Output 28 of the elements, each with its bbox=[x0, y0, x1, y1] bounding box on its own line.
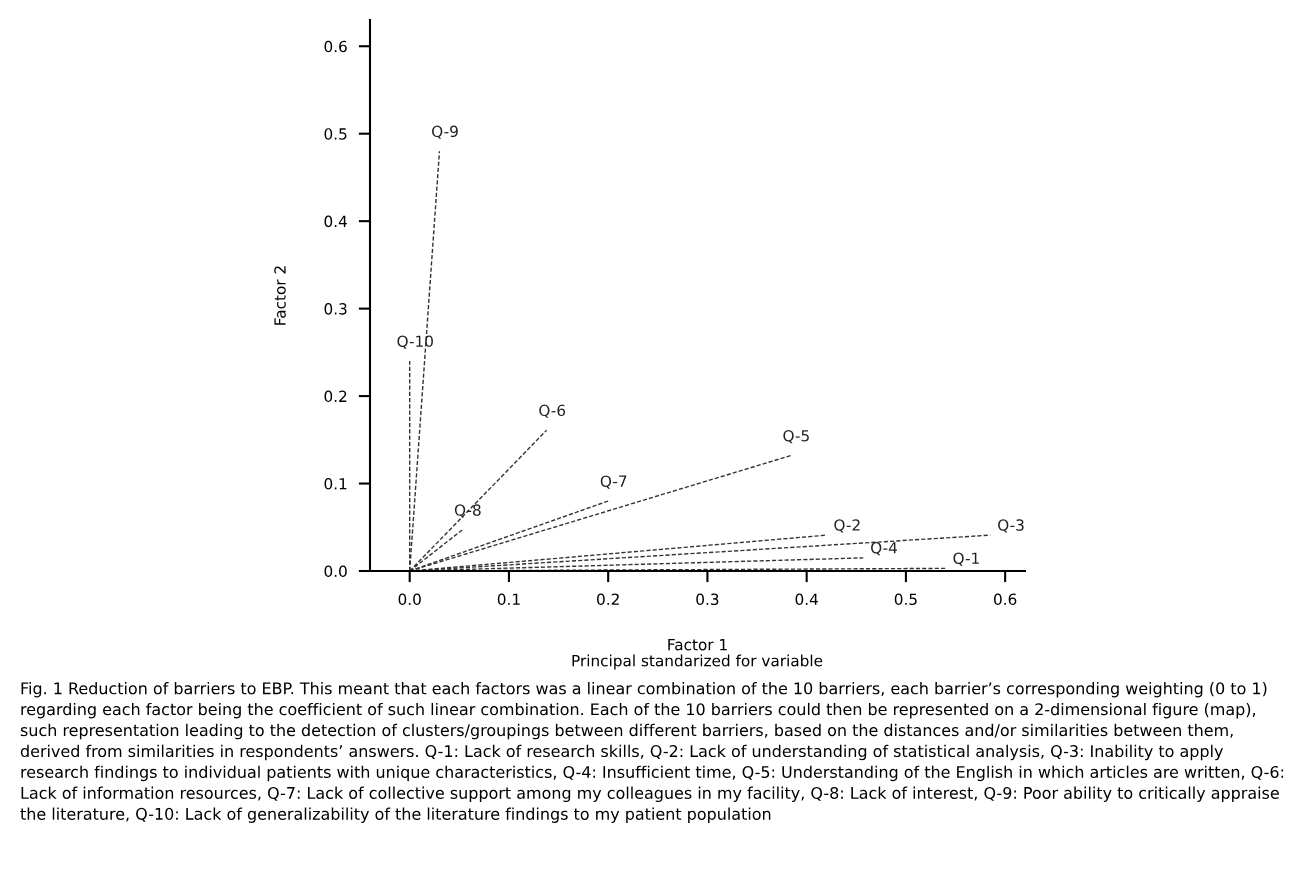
x-tick-label: 0.3 bbox=[696, 593, 719, 606]
series-label: Q-2 bbox=[834, 519, 860, 533]
text: Principal standarized for variable bbox=[572, 654, 823, 670]
x-tick-label: 0.6 bbox=[994, 593, 1017, 606]
series-label: Q-6 bbox=[539, 404, 566, 418]
series-label: Q-9 bbox=[432, 125, 458, 139]
series-label: Q-10 bbox=[397, 335, 433, 349]
series-label: Q-5 bbox=[783, 429, 809, 444]
y-tick-label: 0.3 bbox=[324, 303, 347, 315]
x-axis-title: Factor 1 bbox=[668, 639, 727, 651]
x-tick-label: 0.0 bbox=[398, 593, 421, 606]
series-label: Q-7 bbox=[600, 475, 627, 489]
series-label: Q-1 bbox=[953, 552, 979, 566]
series-label: Q-8 bbox=[454, 504, 481, 518]
y-tick-label: 0.5 bbox=[324, 128, 347, 140]
series-label: Q-4 bbox=[871, 541, 897, 556]
y-tick-label: 0.2 bbox=[324, 390, 347, 403]
y-tick-label: 0.6 bbox=[324, 40, 347, 53]
x-tick-label: 0.2 bbox=[597, 593, 619, 606]
y-axis-title: Factor 2 bbox=[274, 266, 286, 325]
y-tick-label: 0.1 bbox=[324, 478, 347, 490]
caption: Fig. 1 Reduction of barriers to EBP. This meant that each factors was a linear combination of the 10 barriers, each barrier’s corresponding weighting (0 to 1) regarding each factor being the coefficient of such linear combination. Each of the 10 barriers could then be represented on a 2-dimensional figure (map), such representation leading to the detection of clusters/groupings between different barriers, based on the distances and/or similarities between them, derived from similarities in respondents’ answers. Q-1: Lack of research skills, Q-2: Lack of understanding of statistical analysis, Q-3: Inability to apply research findings to individual patients with unique characteristics, Q-4: Insufficient time, Q-5: Understanding of the English in which articles are written, Q-6: Lack of information resources, Q-7: Lack of collective support among my colleagues in my facility, Q-8: Lack of interest, Q-9: Poor ability to critically appraise the literature, Q-10: Lack of generalizability of the literature findings to my patient population bbox=[20, 682, 1284, 823]
x-tick-label: 0.5 bbox=[894, 593, 917, 606]
y-tick-label: 0.4 bbox=[324, 215, 347, 228]
x-tick-label: 0.4 bbox=[795, 593, 818, 606]
series-label: Q-3 bbox=[998, 519, 1024, 533]
x-tick-label: 0.1 bbox=[497, 593, 520, 606]
y-tick-label: 0.0 bbox=[324, 565, 347, 578]
